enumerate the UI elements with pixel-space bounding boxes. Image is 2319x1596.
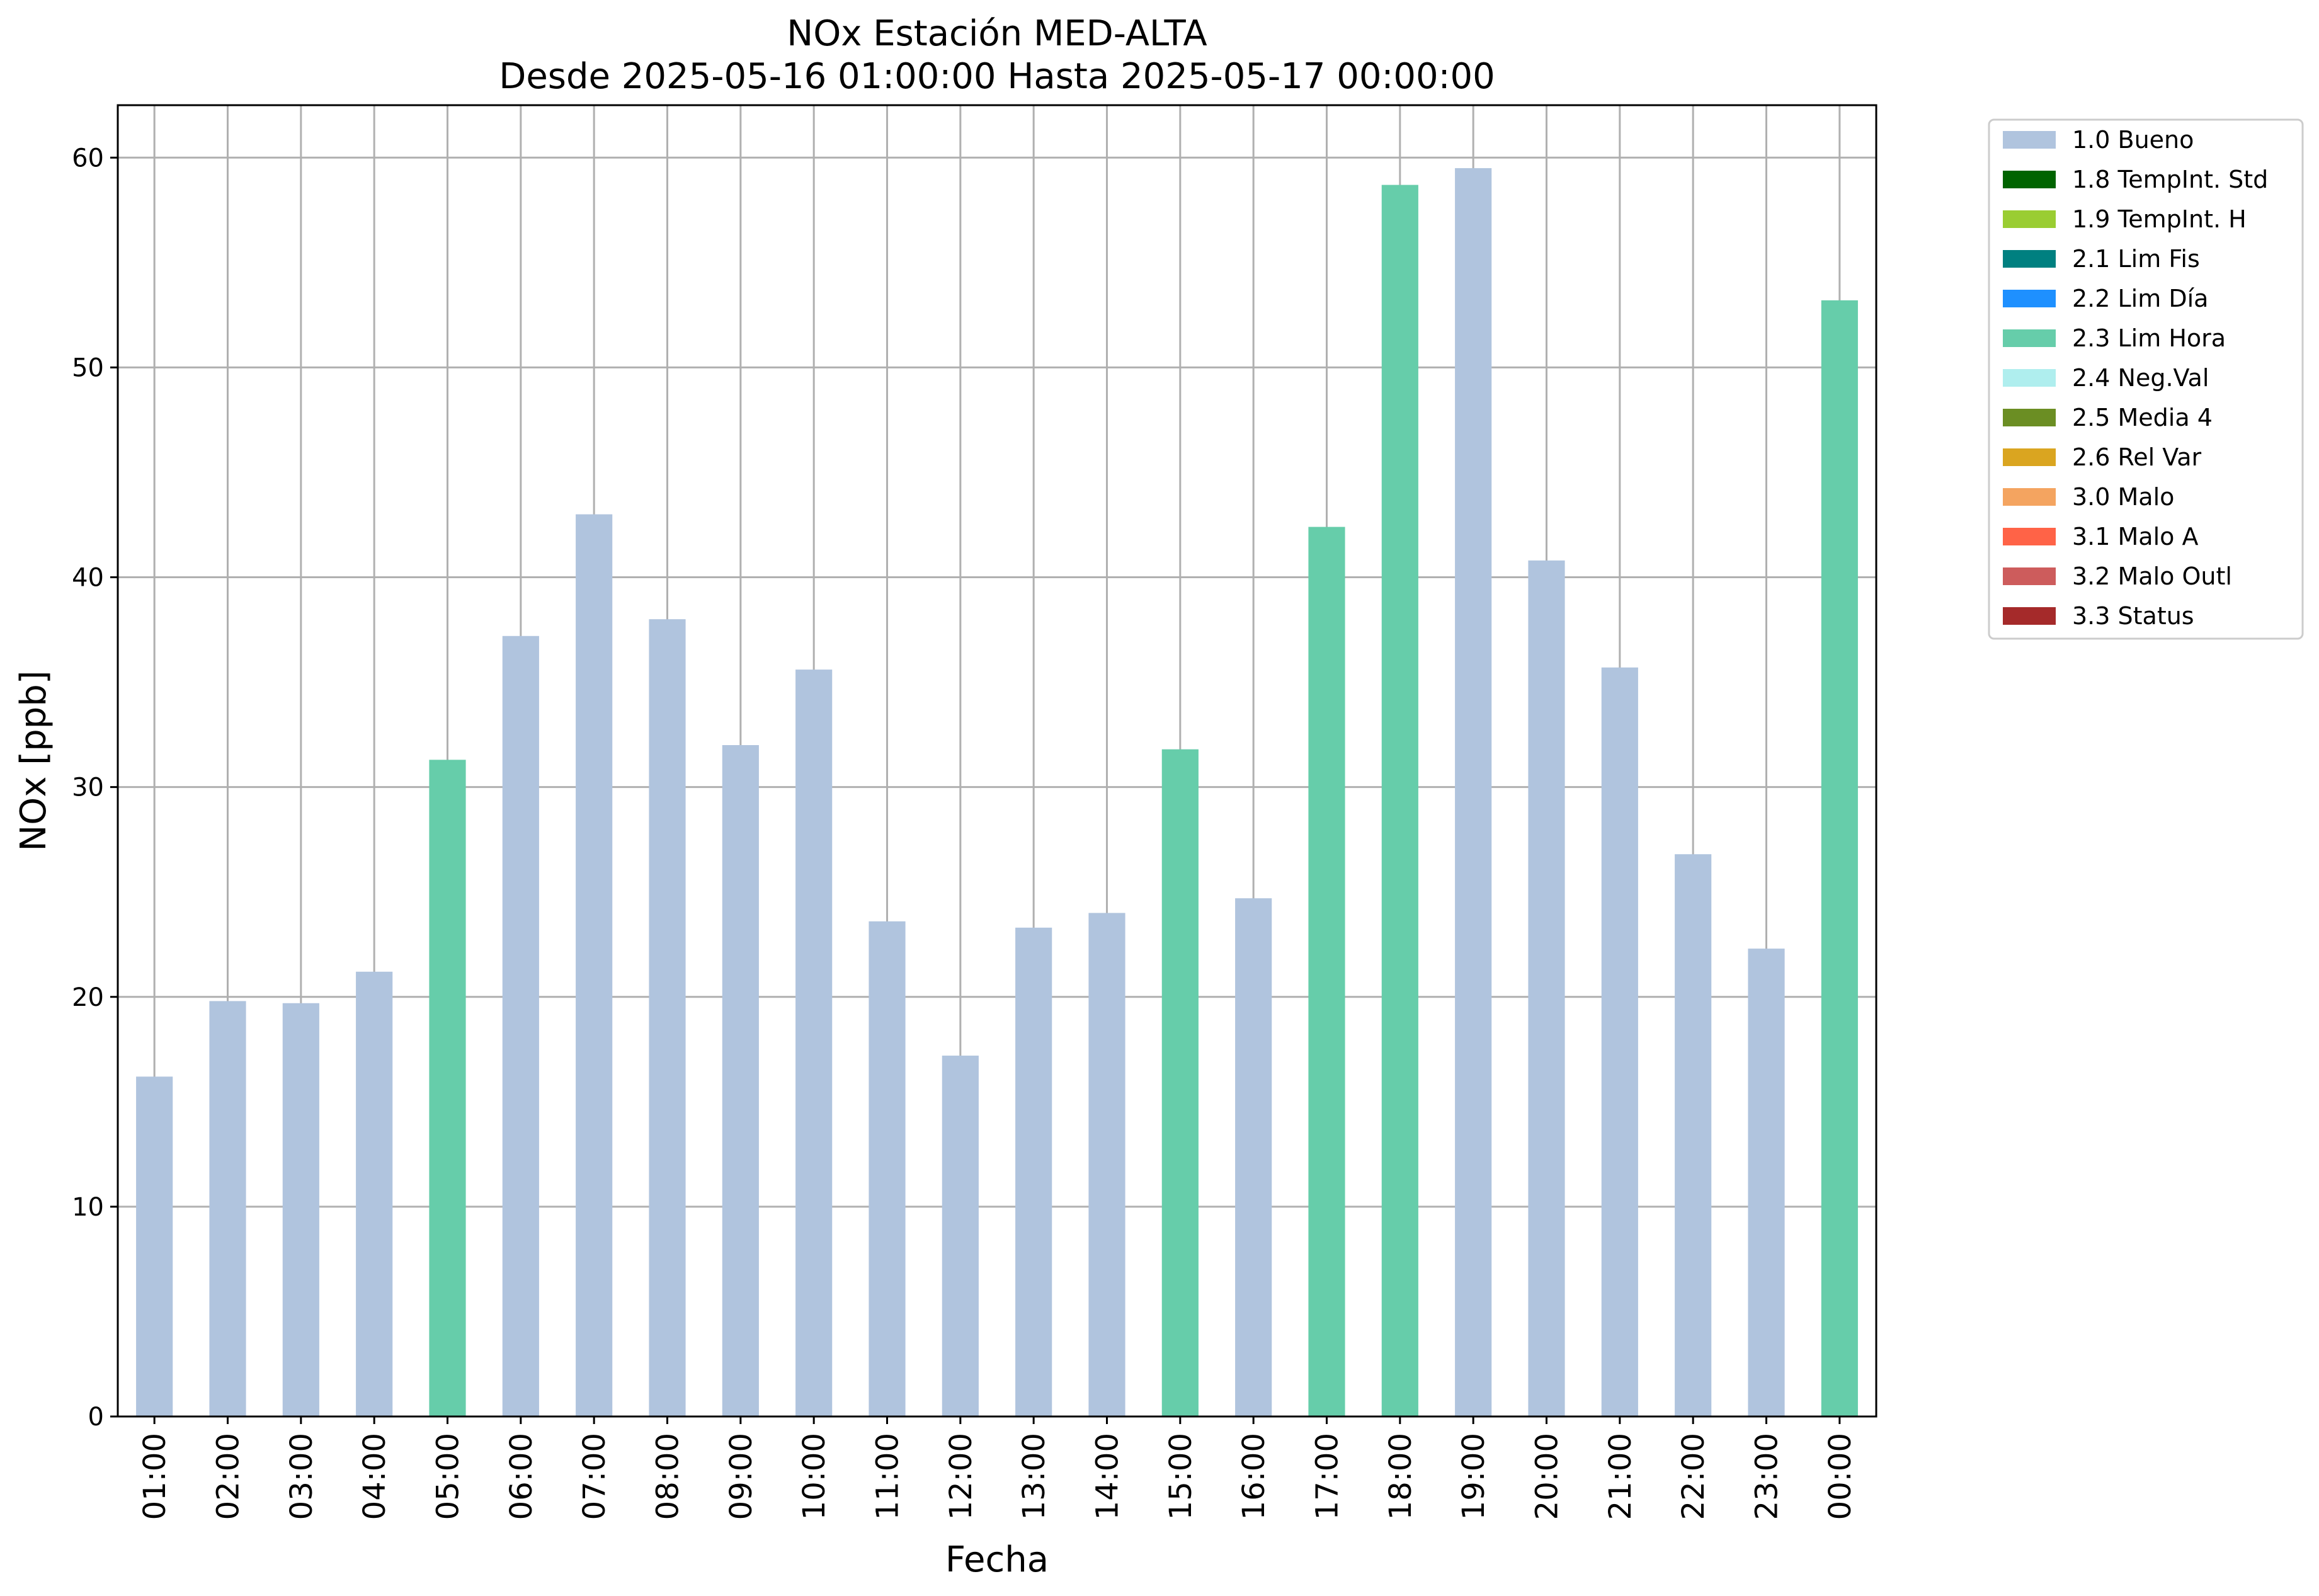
legend-swatch bbox=[2003, 329, 2056, 347]
legend-item-label: 1.0 Bueno bbox=[2072, 126, 2194, 154]
bar bbox=[942, 1056, 979, 1416]
bar bbox=[795, 670, 833, 1416]
bar bbox=[1088, 913, 1125, 1416]
y-axis-label: NOx [ppb] bbox=[13, 670, 54, 851]
x-tick-label: 22:00 bbox=[1676, 1433, 1711, 1520]
x-tick-label: 07:00 bbox=[577, 1433, 612, 1520]
legend-item-label: 2.6 Rel Var bbox=[2072, 443, 2202, 471]
y-tick-label: 0 bbox=[88, 1403, 104, 1432]
legend: 1.0 Bueno 1.8 TempInt. Std 1.9 TempInt. H 2… bbox=[1988, 118, 2304, 640]
legend-item-label: 3.0 Malo bbox=[2072, 483, 2174, 511]
x-tick-label: 13:00 bbox=[1017, 1433, 1052, 1520]
x-tick-label: 17:00 bbox=[1310, 1433, 1345, 1520]
bar bbox=[1675, 854, 1712, 1416]
x-tick-label: 03:00 bbox=[284, 1433, 319, 1520]
x-tick-label: 09:00 bbox=[724, 1433, 759, 1520]
x-tick-label: 23:00 bbox=[1750, 1433, 1785, 1520]
bar bbox=[576, 514, 613, 1416]
legend-swatch bbox=[2003, 448, 2056, 466]
legend-item-label: 2.3 Lim Hora bbox=[2072, 324, 2226, 352]
x-tick-label: 00:00 bbox=[1823, 1433, 1858, 1520]
legend-item-label: 3.3 Status bbox=[2072, 602, 2194, 630]
bar bbox=[136, 1076, 173, 1416]
legend-swatch bbox=[2003, 607, 2056, 625]
bar bbox=[869, 921, 906, 1416]
plot-frame bbox=[117, 104, 1877, 1418]
bars bbox=[136, 168, 1858, 1417]
x-tick-label: 21:00 bbox=[1603, 1433, 1638, 1520]
bar bbox=[722, 745, 759, 1416]
chart-title: NOx Estación MED-ALTA bbox=[787, 13, 1207, 54]
bar bbox=[282, 1003, 319, 1416]
legend-item-label: 2.2 Lim Día bbox=[2072, 285, 2208, 312]
bar bbox=[1748, 949, 1785, 1416]
legend-item-label: 1.9 TempInt. H bbox=[2072, 205, 2247, 233]
legend-swatch bbox=[2003, 567, 2056, 585]
bar bbox=[1455, 168, 1492, 1416]
bar bbox=[1015, 927, 1052, 1416]
legend-swatch bbox=[2003, 528, 2056, 545]
legend-item-label: 3.2 Malo Outl bbox=[2072, 562, 2232, 590]
bar bbox=[1161, 749, 1199, 1416]
bar bbox=[502, 636, 539, 1416]
legend-item-label: 2.5 Media 4 bbox=[2072, 404, 2213, 431]
x-tick-label: 18:00 bbox=[1383, 1433, 1418, 1520]
legend-swatch bbox=[2003, 171, 2056, 188]
x-tick-label: 20:00 bbox=[1530, 1433, 1565, 1520]
legend-swatch bbox=[2003, 290, 2056, 307]
legend-item-label: 1.8 TempInt. Std bbox=[2072, 166, 2268, 193]
y-tick-label: 40 bbox=[72, 564, 104, 593]
legend-item-label: 3.1 Malo A bbox=[2072, 523, 2198, 550]
x-tick-label: 14:00 bbox=[1090, 1433, 1125, 1520]
legend-frame bbox=[1988, 118, 2304, 640]
x-tick-label: 08:00 bbox=[651, 1433, 686, 1520]
y-tick-label: 60 bbox=[72, 144, 104, 173]
bar bbox=[356, 971, 393, 1416]
bar bbox=[209, 1001, 246, 1416]
x-axis-label: Fecha bbox=[945, 1539, 1049, 1580]
legend-swatch bbox=[2003, 131, 2056, 149]
y-tick-label: 50 bbox=[72, 353, 104, 382]
legend-swatch bbox=[2003, 409, 2056, 426]
x-tick-label: 19:00 bbox=[1456, 1433, 1491, 1520]
legend-item-label: 2.1 Lim Fis bbox=[2072, 245, 2200, 273]
bar bbox=[1381, 185, 1418, 1417]
legend-swatch bbox=[2003, 488, 2056, 506]
legend-swatch bbox=[2003, 369, 2056, 387]
legend-swatch bbox=[2003, 250, 2056, 268]
bar bbox=[1821, 300, 1858, 1416]
y-tick-label: 20 bbox=[72, 983, 104, 1012]
x-tick-label: 11:00 bbox=[870, 1433, 906, 1520]
x-tick-label: 02:00 bbox=[211, 1433, 246, 1520]
bar bbox=[649, 619, 686, 1416]
bar bbox=[1308, 527, 1345, 1416]
y-tick-label: 30 bbox=[72, 773, 104, 802]
bar bbox=[1235, 898, 1272, 1416]
x-tick-label: 12:00 bbox=[943, 1433, 979, 1520]
x-axis-ticks: 01:00 02:00 03:00 04:00 05:00 06:00 07:00 08:00… bbox=[137, 1416, 1858, 1520]
bar bbox=[429, 760, 466, 1416]
y-axis-ticks: 0 10 20 30 40 50 60 bbox=[72, 144, 118, 1432]
y-tick-label: 10 bbox=[72, 1193, 104, 1222]
chart-subtitle: Desde 2025-05-16 01:00:00 Hasta 2025-05-… bbox=[499, 56, 1495, 97]
x-tick-label: 01:00 bbox=[137, 1433, 173, 1520]
x-tick-label: 04:00 bbox=[357, 1433, 392, 1520]
x-tick-label: 10:00 bbox=[797, 1433, 832, 1520]
bar bbox=[1528, 560, 1565, 1417]
x-tick-label: 06:00 bbox=[504, 1433, 539, 1520]
legend-item-label: 2.4 Neg.Val bbox=[2072, 364, 2209, 392]
bar bbox=[1601, 667, 1638, 1416]
x-tick-label: 16:00 bbox=[1236, 1433, 1272, 1520]
x-tick-label: 05:00 bbox=[431, 1433, 466, 1520]
x-tick-label: 15:00 bbox=[1163, 1433, 1199, 1520]
legend-swatch bbox=[2003, 210, 2056, 228]
